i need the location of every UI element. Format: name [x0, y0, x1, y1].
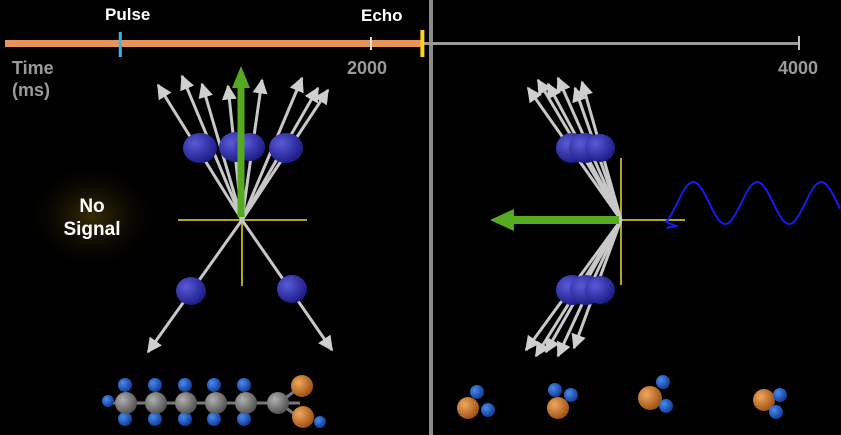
- molecule-fatty-acid: [102, 375, 326, 428]
- no-signal-line2: Signal: [63, 219, 121, 240]
- pulse-marker: [118, 32, 122, 57]
- echo-marker: [420, 30, 425, 57]
- timeline: [5, 30, 800, 57]
- water-2: [547, 383, 578, 419]
- spin-spheres-left: [176, 132, 307, 305]
- molecules-water: [457, 375, 787, 419]
- right-spin-diagram: [490, 76, 841, 358]
- panel-divider: [429, 0, 433, 435]
- tick-4000: [798, 36, 800, 50]
- no-signal-glow: [22, 161, 162, 271]
- timeline-elapsed: [5, 40, 423, 47]
- spin-spheres-right: [556, 133, 615, 305]
- water-1: [457, 385, 495, 419]
- net-magnetization-head-left: [232, 66, 250, 88]
- time-axis-label-line1: Time: [12, 58, 54, 78]
- water-3: [638, 375, 673, 413]
- tick-label-4000: 4000: [778, 58, 819, 78]
- left-spin-diagram: [146, 66, 334, 354]
- no-signal-text: No Signal: [52, 195, 132, 241]
- echo-label: Echo: [361, 6, 403, 25]
- no-signal-line1: No: [79, 196, 105, 217]
- net-magnetization-head-right: [490, 209, 514, 231]
- water-4: [753, 388, 787, 419]
- signal-wave: [664, 181, 841, 229]
- pulse-label: Pulse: [105, 5, 151, 24]
- time-axis-label: Time (ms): [12, 57, 54, 101]
- tick-2000: [370, 37, 372, 50]
- time-axis-label-line2: (ms): [12, 80, 51, 100]
- tick-label-2000: 2000: [347, 58, 388, 78]
